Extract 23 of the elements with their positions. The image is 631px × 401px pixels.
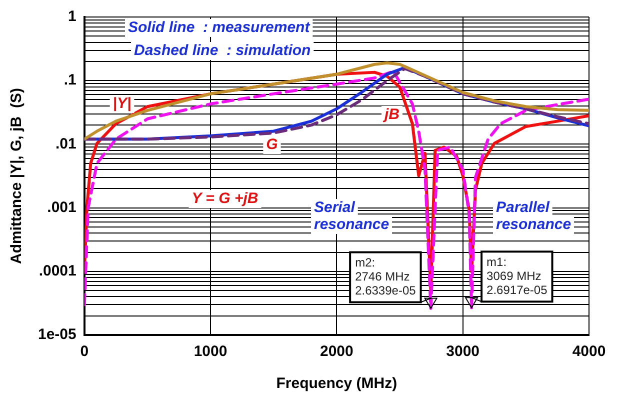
annotation: Solid line : measurement <box>128 19 311 36</box>
y-tick-label: .01 <box>56 135 76 152</box>
x-tick-label: 0 <box>80 343 89 360</box>
y-tick-label: .1 <box>64 72 76 89</box>
x-axis-title: Frequency (MHz) <box>276 375 398 392</box>
annotation: Dashed line : simulation <box>134 42 311 60</box>
annotation: Parallel resonance <box>496 199 572 234</box>
y-tick-label: 1 <box>68 8 76 26</box>
annotation: Serial resonance <box>314 199 390 234</box>
y-tick-label: .0001 <box>38 262 76 280</box>
x-tick-label: 2000 <box>320 343 354 360</box>
y-tick-label: 1e-05 <box>38 326 76 344</box>
y-tick-label: .001 <box>47 198 76 216</box>
annotation: m1: 3069 MHz 2.6917e-05 <box>486 254 548 297</box>
annotation: jB <box>382 106 400 124</box>
annotation: |Y| <box>112 95 132 112</box>
annotation: G <box>266 136 278 154</box>
x-tick-label: 3000 <box>446 343 480 360</box>
annotation: m2: 2746 MHz 2.6339e-05 <box>355 256 416 298</box>
y-axis-title: Admittance |Y|, G, jB (S) <box>8 88 26 264</box>
x-tick-label: 4000 <box>572 343 606 360</box>
x-tick-label: 1000 <box>194 343 228 360</box>
annotation: Y = G +jB <box>192 190 258 208</box>
